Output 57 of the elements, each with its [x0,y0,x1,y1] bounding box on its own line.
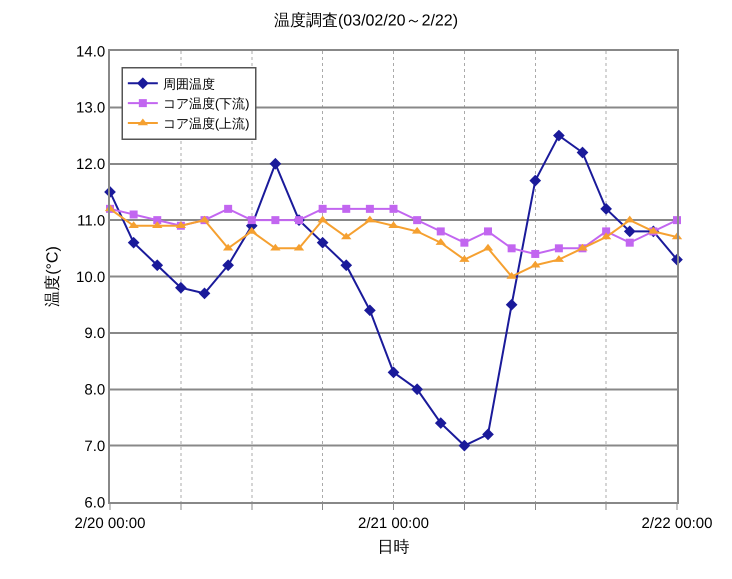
point [413,216,422,224]
point [342,204,350,213]
point [246,226,257,234]
y-tick-label: 11.0 [77,212,106,230]
point [222,259,234,272]
point [388,366,400,378]
point [130,210,138,218]
x-tick-label: 2/21 00:00 [358,514,429,532]
point [198,288,210,300]
y-tick-label: 9.0 [84,325,106,342]
point [248,216,256,224]
legend-label: コア温度(下流) [162,96,250,112]
point [529,174,542,187]
point [508,244,516,252]
x-tick-label: 2/22 00:00 [642,514,712,532]
point [151,259,164,272]
point [531,250,540,258]
legend-label: 周囲温度 [162,76,215,92]
point [366,204,374,213]
point [340,259,352,272]
y-tick-label: 8.0 [84,382,106,398]
point [270,158,282,170]
point [624,226,636,238]
point [364,304,376,316]
point [554,244,563,252]
point [434,417,447,429]
point [484,227,492,236]
point [600,203,612,215]
y-tick-label: 14.0 [76,43,106,60]
point [175,282,187,294]
point [460,238,468,247]
y-tick-label: 10.0 [76,268,106,286]
x-axis-title: 日時 [378,538,410,556]
point [506,298,518,311]
y-tick-label: 7.0 [84,438,106,455]
point [390,204,398,213]
y-axis-title: 温度(°C) [43,246,62,307]
point [436,227,445,236]
y-tick-label: 13.0 [76,100,106,117]
point [458,440,470,452]
y-tick-label: 6.0 [84,494,106,512]
point [411,383,423,396]
point [576,146,588,158]
point [271,216,280,224]
y-tick-label: 12.0 [76,156,106,173]
point [626,238,634,247]
point [318,204,327,213]
point [553,130,565,142]
x-tick-label: 2/20 00:00 [74,514,146,532]
legend-label: コア温度(上流) [162,116,250,132]
chart-title: 温度調査(03/02/20～2/22) [274,12,458,30]
point [152,221,162,228]
point [482,428,494,440]
point [316,236,328,249]
point [153,216,162,224]
point [128,236,140,249]
point [224,204,232,213]
